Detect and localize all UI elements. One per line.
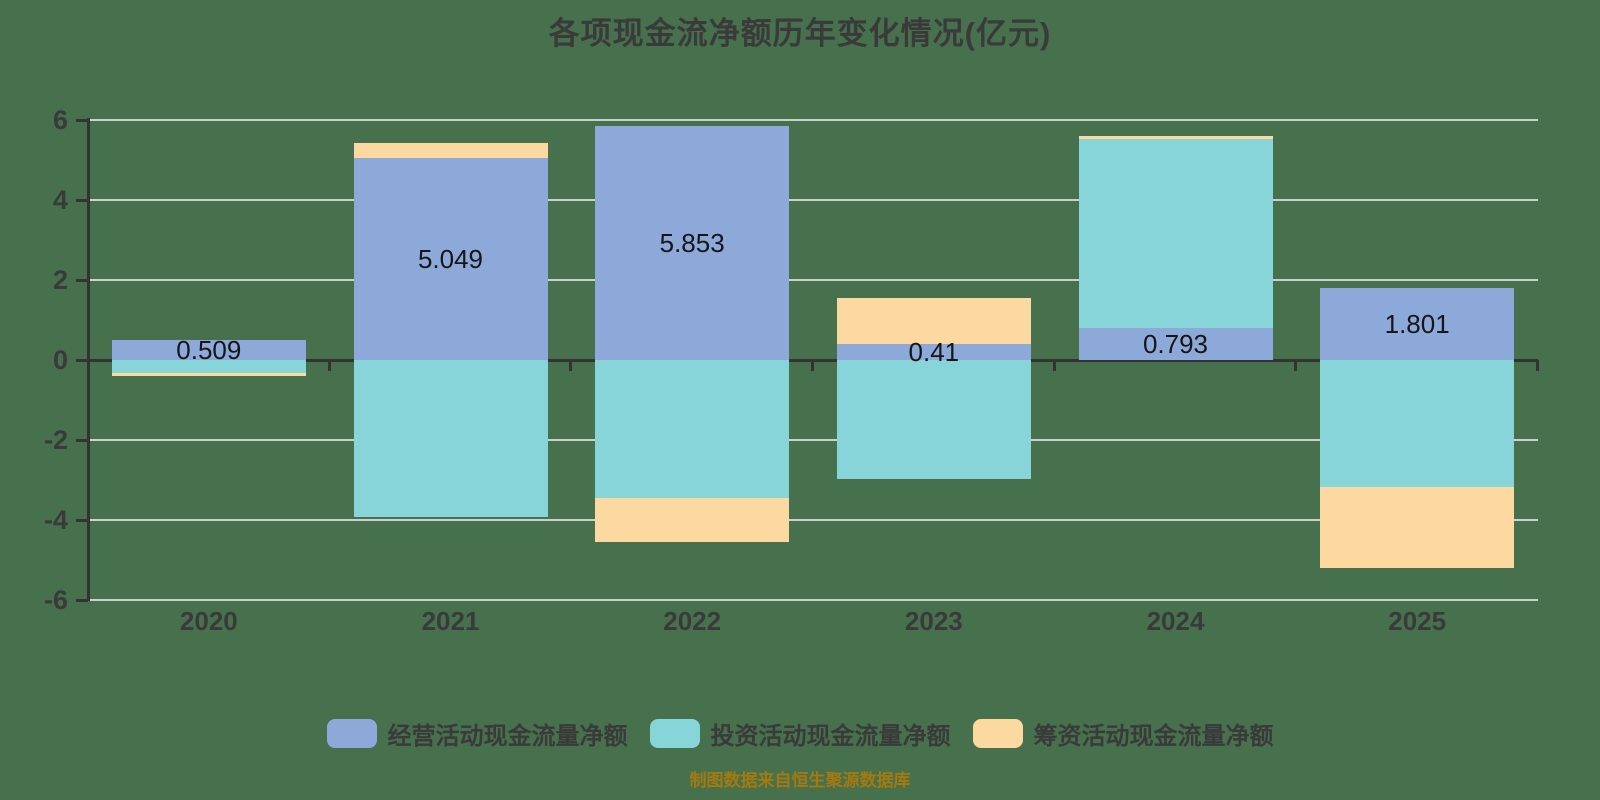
legend-item-1[interactable]: 投资活动现金流量净额 [649, 716, 951, 751]
bar-2020-segment-2[interactable] [111, 373, 306, 376]
x-axis-label-2020: 2020 [179, 606, 238, 636]
y-axis-label: 2 [52, 265, 68, 295]
bar-2021-segment-2[interactable] [353, 143, 548, 159]
legend-item-0[interactable]: 经营活动现金流量净额 [326, 716, 628, 751]
legend: 经营活动现金流量净额 投资活动现金流量净额 筹资活动现金流量净额 [0, 716, 1600, 750]
y-axis-label: -4 [43, 505, 68, 535]
x-axis-label-2025: 2025 [1388, 606, 1447, 636]
bar-2025-segment-1[interactable] [1320, 360, 1515, 488]
bar-2022-segment-0[interactable] [595, 125, 790, 360]
legend-label: 经营活动现金流量净额 [387, 722, 628, 750]
gridline-y-4 [88, 199, 1538, 201]
bar-2020-segment-0[interactable] [111, 339, 306, 360]
y-axis-label: 0 [52, 345, 68, 375]
x-axis-boundary-tick [1294, 360, 1298, 371]
legend-swatch-icon [326, 718, 377, 748]
bar-value-label-2023: 0.41 [908, 336, 960, 367]
gridline-y--2 [88, 439, 1538, 441]
gridline-y-6 [88, 119, 1538, 121]
bar-2022-segment-1[interactable] [595, 360, 790, 498]
legend-swatch-icon [972, 718, 1023, 748]
y-axis-tick [76, 599, 88, 602]
legend-swatch-icon [649, 718, 700, 748]
bar-2022-segment-2[interactable] [595, 498, 790, 542]
y-axis-tick [76, 519, 88, 522]
y-axis-tick [76, 279, 88, 282]
bar-2025-segment-0[interactable] [1320, 287, 1515, 360]
x-axis-boundary-tick [569, 360, 573, 371]
y-axis-tick [76, 439, 88, 442]
y-axis-tick [76, 359, 88, 362]
y-axis-tick [76, 119, 88, 122]
bar-2021-segment-0[interactable] [353, 158, 548, 360]
gridline-y--6 [88, 599, 1538, 601]
bar-2020-segment-1[interactable] [111, 360, 306, 374]
legend-item-2[interactable]: 筹资活动现金流量净额 [972, 716, 1274, 751]
x-axis-label-2023: 2023 [904, 606, 963, 636]
y-axis-label: 6 [52, 105, 68, 135]
bar-2024-segment-0[interactable] [1078, 328, 1273, 360]
legend-label: 筹资活动现金流量净额 [1033, 722, 1274, 750]
x-axis-boundary-tick [327, 360, 331, 371]
bar-2024-segment-1[interactable] [1078, 139, 1273, 329]
y-axis-label: 4 [52, 185, 68, 215]
y-axis-tick [76, 199, 88, 202]
bar-value-label-2024: 0.793 [1142, 329, 1209, 360]
bar-value-label-2025: 1.801 [1384, 308, 1450, 339]
bar-2023-segment-0[interactable] [836, 343, 1031, 360]
bar-2024-segment-2[interactable] [1078, 135, 1273, 140]
x-axis-boundary-tick [1536, 360, 1539, 371]
x-axis-label-2022: 2022 [663, 606, 722, 636]
chart-title: 各项现金流净额历年变化情况(亿元) [548, 16, 1052, 51]
bar-value-label-2021: 5.049 [417, 244, 484, 275]
x-axis-label-2024: 2024 [1146, 606, 1205, 636]
data-source-note: 制图数据来自恒生聚源数据库 [689, 771, 911, 790]
legend-label: 投资活动现金流量净额 [710, 722, 951, 750]
bar-value-label-2020: 0.509 [176, 334, 242, 365]
bar-2023-segment-1[interactable] [836, 360, 1031, 480]
y-axis-label: -6 [43, 585, 68, 615]
gridline-y--4 [88, 519, 1538, 521]
bar-2021-segment-1[interactable] [353, 360, 548, 518]
x-axis-boundary-tick [811, 360, 814, 371]
bar-2025-segment-2[interactable] [1320, 487, 1515, 569]
bar-value-label-2022: 5.853 [659, 227, 725, 258]
y-axis-label: -2 [43, 425, 68, 455]
gridline-y-2 [88, 279, 1538, 281]
bar-2023-segment-2[interactable] [836, 297, 1031, 344]
x-axis-boundary-tick [1052, 360, 1056, 371]
x-axis-label-2021: 2021 [421, 606, 480, 636]
